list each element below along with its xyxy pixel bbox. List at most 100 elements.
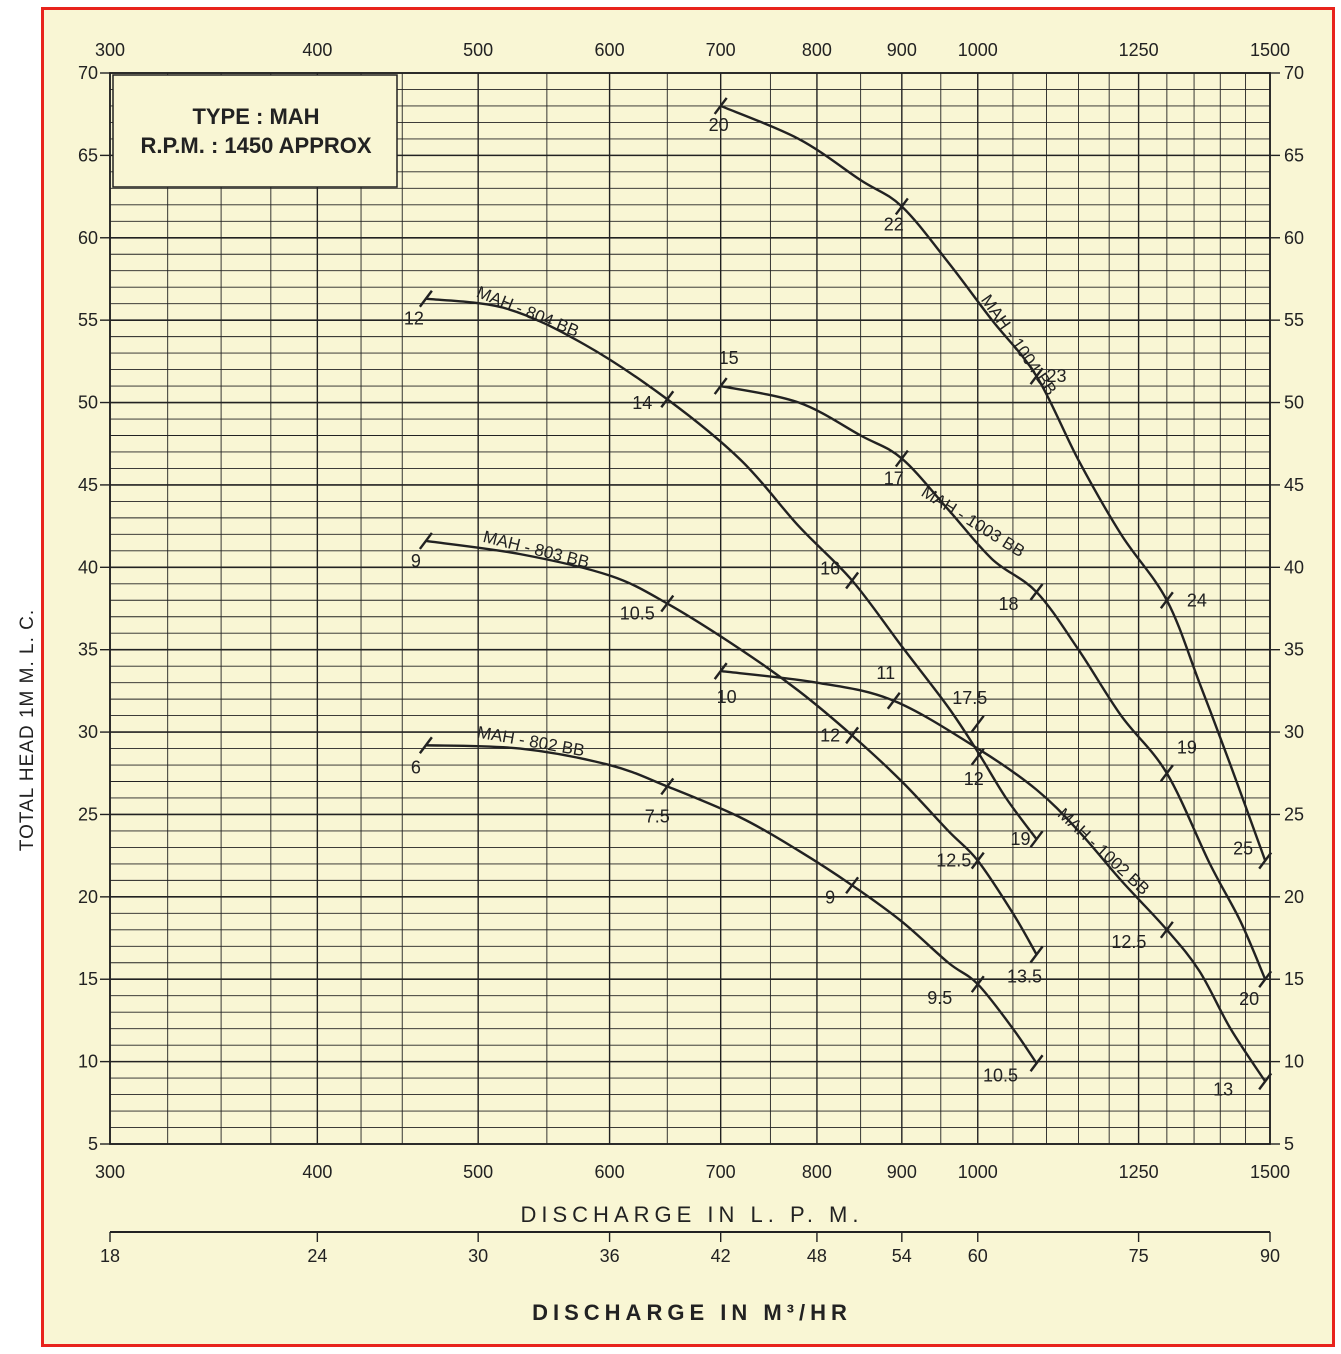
- x-tick-label-bottom: 600: [595, 1162, 625, 1182]
- pump-curve: [720, 384, 1267, 980]
- curve-marker-label: 13: [1213, 1079, 1233, 1099]
- info-rpm-text: R.P.M. : 1450 APPROX: [140, 133, 371, 158]
- y-tick-label-left: 65: [78, 145, 98, 165]
- pump-curve: [425, 297, 1038, 840]
- x-tick-label-top: 600: [595, 40, 625, 60]
- info-type-text: TYPE : MAH: [192, 104, 319, 129]
- curve-marker-tick: [1029, 367, 1044, 385]
- curve-marker-label: 15: [719, 348, 739, 368]
- curve-marker-tick: [713, 662, 728, 680]
- plot-border: [109, 72, 1271, 1145]
- curve-marker-label: 9: [825, 887, 835, 907]
- curve-marker-label: 20: [1239, 989, 1259, 1009]
- x2-tick-label: 24: [307, 1246, 327, 1266]
- x-tick-label-bottom: 700: [706, 1162, 736, 1182]
- x-tick-label-bottom: 300: [95, 1162, 125, 1182]
- curve-marker-label: 6: [411, 757, 421, 777]
- curve-marker-label: 11: [876, 663, 895, 683]
- x-axis-title-m3hr: DISCHARGE IN M³/HR: [532, 1300, 852, 1325]
- curve-marker-tick: [1159, 591, 1174, 609]
- y-tick-label-left: 15: [78, 969, 98, 989]
- curve-marker-tick: [894, 197, 909, 216]
- y-tick-label-left: 40: [78, 557, 98, 577]
- curve-marker-tick: [660, 594, 675, 613]
- curve-marker-tick: [1029, 830, 1044, 848]
- curve-marker-tick: [713, 97, 728, 115]
- curve-marker-tick: [1029, 945, 1044, 964]
- curve-marker-label: 7.5: [645, 806, 670, 826]
- curve-marker-tick: [418, 290, 433, 308]
- y-tick-label-left: 25: [78, 804, 98, 824]
- y-tick-label-right: 70: [1284, 63, 1304, 83]
- y-tick-label-right: 60: [1284, 228, 1304, 248]
- y-tick-label-right: 25: [1284, 804, 1304, 824]
- x-tick-label-bottom: 1000: [958, 1162, 998, 1182]
- curve-marker-label: 12.5: [936, 851, 971, 871]
- curve-marker-label: 12.5: [1111, 932, 1146, 952]
- curve-marker-label: 23: [1047, 366, 1067, 386]
- curve-marker-tick: [970, 975, 985, 993]
- curve-marker-tick: [1159, 764, 1174, 782]
- y-tick-label-right: 65: [1284, 145, 1304, 165]
- y-tick-label-right: 35: [1284, 640, 1304, 660]
- curve-marker-tick: [418, 532, 433, 550]
- curve-marker-label: 12: [964, 769, 984, 789]
- x-axis-title-lpm: DISCHARGE IN L. P. M.: [521, 1202, 864, 1227]
- curve-marker-tick: [1258, 970, 1273, 988]
- axes: 300 300 400 400 500 500 600 600 700 700 800 800 900 9…: [78, 40, 1304, 1266]
- x-tick-label-top: 500: [463, 40, 493, 60]
- x-tick-label-bottom: 1500: [1250, 1162, 1290, 1182]
- curve-marker-label: 10.5: [983, 1065, 1018, 1085]
- curve-marker-tick: [1258, 851, 1273, 870]
- y-tick-label-right: 30: [1284, 722, 1304, 742]
- y-tick-label-left: 30: [78, 722, 98, 742]
- y-tick-label-left: 35: [78, 640, 98, 660]
- curve-marker-tick: [845, 726, 860, 745]
- curve-marker-tick: [1029, 583, 1044, 601]
- x2-tick-label: 42: [711, 1246, 731, 1266]
- x-tick-label-bottom: 900: [887, 1162, 917, 1182]
- x2-tick-label: 30: [468, 1246, 488, 1266]
- y-tick-label-right: 15: [1284, 969, 1304, 989]
- y-tick-label-left: 45: [78, 475, 98, 495]
- curve-name-label: MAH - 802 BB: [476, 723, 586, 761]
- x2-tick-label: 48: [807, 1246, 827, 1266]
- x-tick-label-top: 800: [802, 40, 832, 60]
- x-tick-label-top: 700: [706, 40, 736, 60]
- x2-tick-label: 90: [1260, 1246, 1280, 1266]
- info-box: [112, 74, 398, 188]
- y-tick-label-left: 10: [78, 1052, 98, 1072]
- curve-marker-tick: [894, 449, 909, 468]
- x-tick-label-top: 300: [95, 40, 125, 60]
- x-tick-label-bottom: 1250: [1119, 1162, 1159, 1182]
- curve-marker-tick: [1029, 1054, 1044, 1072]
- curve-marker-tick: [886, 692, 901, 710]
- y-tick-label-right: 50: [1284, 393, 1304, 413]
- curve-marker-label: 19: [1011, 829, 1031, 849]
- y-tick-label-left: 50: [78, 393, 98, 413]
- curve-marker-label: 25: [1233, 839, 1253, 859]
- x-tick-label-top: 400: [302, 40, 332, 60]
- pump-curve: [720, 104, 1267, 862]
- curve-marker-tick: [1159, 921, 1174, 939]
- curve-marker-label: 24: [1187, 590, 1207, 610]
- curve-marker-label: 10.5: [620, 604, 655, 624]
- pump-curve: [720, 669, 1267, 1083]
- x2-tick-label: 54: [892, 1246, 912, 1266]
- chart-frame: [41, 7, 1335, 1347]
- curve-name-label: MAH - 804 BB: [474, 282, 582, 340]
- x2-tick-label: 75: [1129, 1246, 1149, 1266]
- curve-marker-label: 10: [717, 687, 737, 707]
- y-tick-label-right: 45: [1284, 475, 1304, 495]
- y-tick-label-left: 20: [78, 887, 98, 907]
- x-tick-label-top: 900: [887, 40, 917, 60]
- grid: [109, 72, 1271, 1145]
- y-tick-label-left: 70: [78, 63, 98, 83]
- y-tick-label-right: 20: [1284, 887, 1304, 907]
- curve-marker-tick: [713, 377, 728, 395]
- curve-marker-label: 9.5: [927, 988, 952, 1008]
- curve-marker-tick: [970, 851, 985, 870]
- curve-marker-label: 18: [999, 594, 1019, 614]
- curve-name-label: MAH - 1003 BB: [918, 482, 1028, 561]
